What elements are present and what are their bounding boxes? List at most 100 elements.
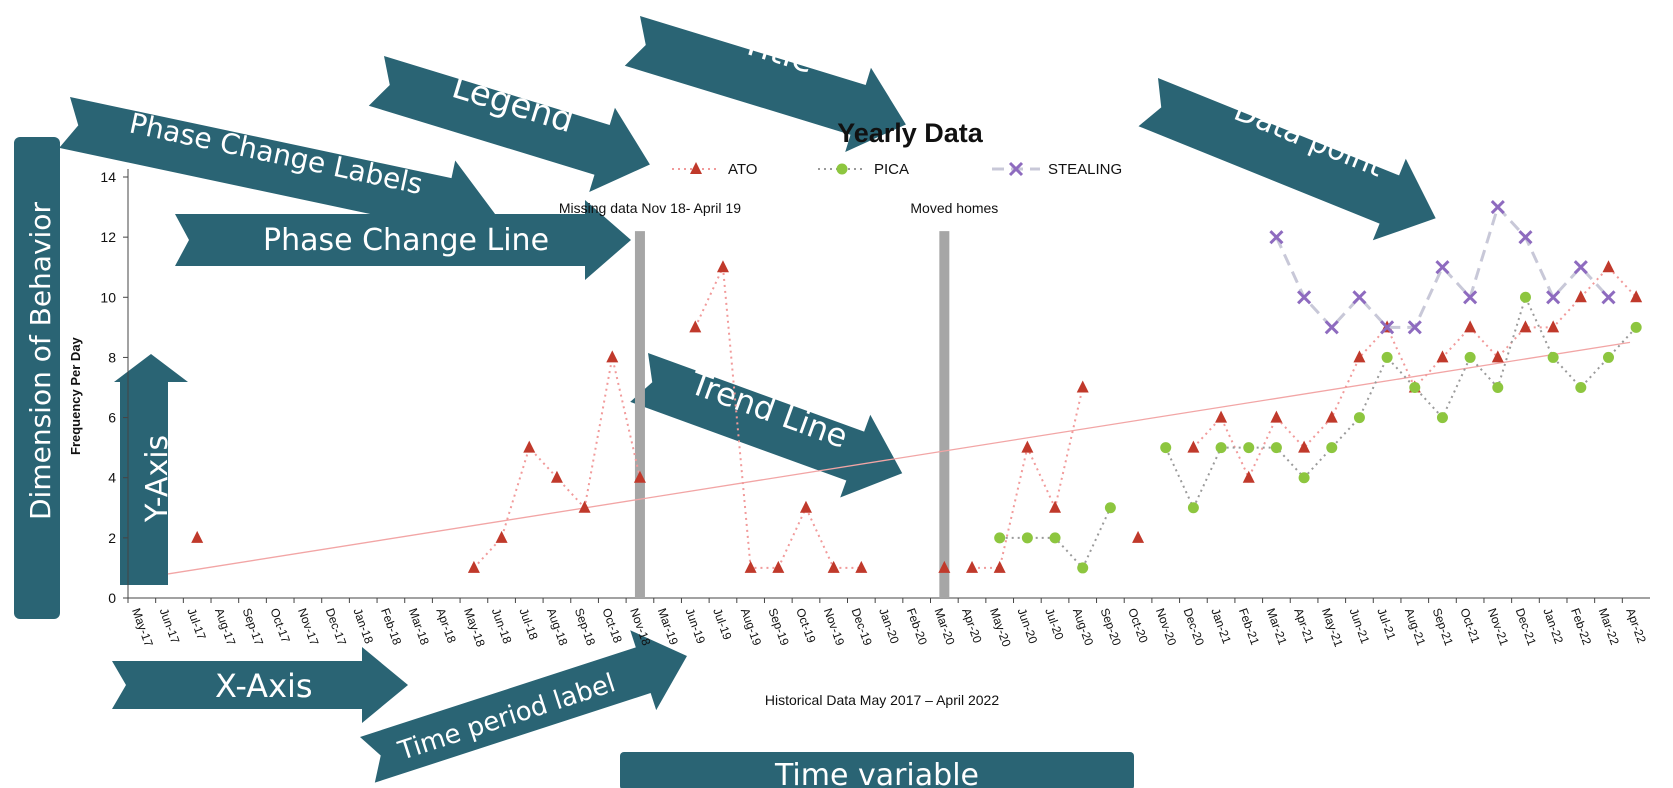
- data-point-ato: [1049, 500, 1062, 513]
- x-tick-label: Jul-18: [516, 606, 540, 642]
- data-point-ato: [938, 560, 951, 573]
- y-tick-label: 10: [100, 289, 116, 305]
- data-point-pica: [994, 532, 1006, 544]
- data-point-stealing: [1269, 230, 1284, 245]
- legend-marker: [1008, 161, 1024, 177]
- data-point-ato: [1547, 320, 1560, 333]
- series-ato: [191, 260, 1643, 573]
- data-point-ato: [1630, 290, 1643, 303]
- data-point-pica: [1602, 351, 1614, 363]
- legend: ATO PICA STEALING: [672, 161, 1122, 178]
- x-tick-label: Jan-22: [1540, 606, 1566, 646]
- data-point-pica: [1187, 502, 1199, 514]
- phase-change-line: [939, 231, 950, 598]
- x-tick-label: May-20: [987, 606, 1014, 649]
- data-point-ato: [523, 440, 536, 453]
- x-axis-label: Historical Data May 2017 – April 2022: [765, 692, 999, 708]
- x-tick-label: Oct-20: [1125, 606, 1151, 645]
- phase-change-label: Missing data Nov 18- April 19: [559, 200, 741, 216]
- legend-label: PICA: [874, 161, 909, 178]
- data-point-stealing: [1546, 290, 1561, 305]
- trend-line-path: [167, 341, 1631, 575]
- x-tick-label: Sep-21: [1430, 606, 1457, 647]
- x-tick-label: Aug-19: [738, 606, 765, 647]
- data-point-ato: [1353, 350, 1366, 363]
- x-tick-label: Dec-19: [849, 606, 875, 647]
- data-point-stealing: [1601, 290, 1616, 305]
- y-tick-label: 14: [100, 169, 116, 185]
- annotation-phase-line-text: Phase Change Line: [263, 223, 549, 258]
- x-tick-label: Mar-22: [1596, 606, 1622, 647]
- x-tick-label: Apr-22: [1623, 606, 1649, 645]
- data-point-pica: [1049, 532, 1061, 544]
- x-tick-label: Jan-18: [350, 606, 376, 646]
- data-point-stealing: [1435, 260, 1450, 275]
- x-tick-label: Nov-21: [1485, 606, 1511, 647]
- data-point-ato: [495, 530, 508, 543]
- series-line: [1164, 294, 1637, 511]
- data-point-stealing: [1297, 290, 1312, 305]
- data-point-pica: [1436, 412, 1448, 424]
- x-tick-label: Apr-21: [1291, 606, 1317, 645]
- data-point-ato: [1298, 440, 1311, 453]
- x-tick-label: Mar-20: [932, 606, 958, 647]
- data-point-ato: [1325, 410, 1338, 423]
- data-point-ato: [633, 470, 646, 483]
- x-tick-label: Mar-19: [655, 606, 681, 647]
- x-tick-label: Dec-21: [1513, 606, 1539, 647]
- data-point-pica: [1519, 291, 1531, 303]
- data-point-pica: [1575, 382, 1587, 393]
- phase-change-line: [634, 231, 645, 598]
- x-tick-label: Oct-18: [599, 606, 625, 645]
- series-line: [473, 357, 641, 569]
- x-tick-label: Jul-17: [184, 606, 208, 642]
- annotation-y-axis-arrow: Y-Axis: [114, 354, 188, 585]
- x-tick-label: Aug-18: [544, 606, 571, 647]
- series-line: [1192, 265, 1637, 481]
- data-point-ato: [772, 560, 785, 573]
- data-point-ato: [578, 500, 591, 513]
- x-tick-label: Aug-21: [1402, 606, 1429, 647]
- data-point-pica: [1630, 321, 1642, 333]
- phase-change-label: Moved homes: [910, 200, 998, 216]
- x-tick-label: Jun-19: [682, 606, 708, 646]
- x-tick-label: Oct-19: [793, 606, 819, 645]
- data-point-pica: [1243, 442, 1255, 454]
- trend-line: [167, 341, 1631, 575]
- x-tick-label: Oct-21: [1457, 606, 1483, 645]
- data-point-ato: [1132, 530, 1145, 543]
- data-point-ato: [1436, 350, 1449, 363]
- data-point-pica: [1464, 351, 1476, 363]
- x-tick-label: Jun-20: [1015, 606, 1041, 646]
- y-tick-label: 2: [108, 530, 116, 546]
- data-point-pica: [1215, 442, 1227, 454]
- annotation-time-variable-text: Time variable: [774, 758, 979, 788]
- x-tick-label: Feb-21: [1236, 606, 1262, 647]
- data-point-ato: [744, 560, 757, 573]
- data-point-pica: [1270, 442, 1282, 454]
- x-tick-label: Jul-21: [1374, 606, 1398, 642]
- legend-item-pica: PICA: [818, 161, 909, 178]
- x-tick-label: Nov-18: [627, 606, 653, 647]
- data-point-ato: [1021, 440, 1034, 453]
- x-tick-label: Jul-19: [710, 606, 734, 642]
- x-tick-label: Oct-17: [267, 606, 293, 645]
- x-tick-label: Sep-17: [240, 606, 267, 647]
- x-tick-label: Mar-18: [406, 606, 432, 647]
- x-tick-label: Feb-18: [378, 606, 404, 647]
- series-stealing: [1269, 200, 1616, 335]
- data-point-pica: [1160, 442, 1172, 454]
- y-tick-label: 12: [100, 229, 116, 245]
- data-point-stealing: [1573, 260, 1588, 275]
- x-tick-label: Mar-21: [1264, 606, 1290, 647]
- legend-label: ATO: [728, 161, 757, 178]
- y-axis-label: Frequency Per Day: [68, 336, 83, 455]
- x-tick-label: Aug-20: [1070, 606, 1097, 647]
- annotation-data-point-arrow: Data point: [1138, 78, 1436, 241]
- data-point-stealing: [1490, 200, 1505, 215]
- y-tick-label: 6: [108, 410, 116, 426]
- legend-item-stealing: STEALING: [992, 161, 1122, 178]
- data-point-ato: [1270, 410, 1283, 423]
- data-point-ato: [550, 470, 563, 483]
